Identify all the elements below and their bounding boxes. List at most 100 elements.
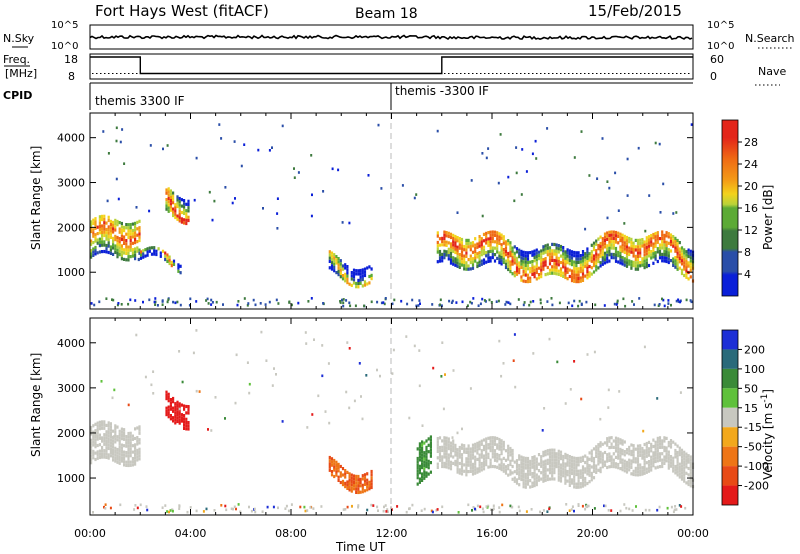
scatter-cell — [647, 447, 651, 451]
scatter-cell — [207, 428, 209, 431]
scatter-cell — [535, 264, 538, 268]
scatter-cell — [534, 139, 537, 143]
scatter-cell — [524, 485, 527, 489]
scatter-cell — [134, 452, 137, 457]
scatter-cell — [210, 303, 213, 306]
scatter-cell — [535, 261, 538, 265]
scatter-cell — [467, 470, 470, 474]
scatter-cell — [469, 453, 472, 457]
scatter-cell — [321, 374, 324, 378]
scatter-cell — [231, 201, 234, 205]
scatter-cell — [606, 231, 609, 235]
scatter-cell — [330, 473, 334, 477]
scatter-cell — [621, 448, 624, 453]
scatter-cell — [524, 466, 527, 470]
scatter-cell — [603, 261, 607, 265]
scatter-cell — [328, 259, 331, 263]
scatter-cell — [592, 260, 596, 264]
scatter-cell — [537, 478, 541, 482]
scatter-cell — [476, 448, 479, 452]
scatter-cell — [526, 280, 530, 284]
scatter-cell — [485, 459, 488, 463]
scatter-cell — [555, 253, 558, 257]
scatter-cell — [119, 140, 122, 144]
scatter-cell — [331, 167, 334, 171]
y-tick-label: 3000 — [57, 177, 85, 190]
scatter-cell — [612, 465, 615, 469]
scatter-cell — [658, 303, 661, 306]
scatter-cell — [463, 260, 466, 265]
scatter-cell — [115, 126, 118, 130]
scatter-cell — [526, 463, 530, 467]
scatter-cell — [408, 416, 411, 420]
scatter-cell — [559, 469, 563, 473]
scatter-cell — [641, 257, 644, 261]
scatter-cell — [98, 244, 101, 248]
scatter-cell — [465, 473, 468, 477]
scatter-cell — [573, 360, 576, 363]
scatter-cell — [436, 129, 439, 133]
scatter-cell — [493, 259, 497, 263]
scatter-cell — [676, 267, 679, 271]
scatter-cell — [103, 436, 106, 440]
scatter-cell — [642, 429, 645, 433]
scatter-cell — [557, 247, 560, 251]
scatter-cell — [641, 466, 644, 470]
scatter-cell — [458, 237, 461, 241]
scatter-cell — [667, 235, 670, 239]
scatter-cell — [348, 485, 351, 489]
scatter-cell — [533, 471, 536, 475]
scatter-cell — [118, 240, 121, 244]
scatter-cell — [359, 272, 362, 276]
scatter-cell — [195, 389, 198, 393]
scatter-cell — [526, 482, 530, 486]
scatter-cell — [363, 273, 367, 278]
scatter-cell — [661, 445, 664, 449]
scatter-cell — [167, 193, 170, 197]
scatter-cell — [500, 464, 503, 468]
scatter-cell — [639, 251, 642, 255]
scatter-cell — [144, 248, 147, 252]
scatter-cell — [542, 261, 545, 265]
scatter-cell — [136, 233, 139, 237]
scatter-cell — [669, 236, 673, 240]
scatter-cell — [533, 249, 536, 253]
scatter-cell — [636, 238, 640, 242]
scatter-cell — [436, 456, 439, 460]
scatter-cell — [553, 252, 556, 256]
scatter-cell — [94, 422, 97, 426]
scatter-cell — [639, 241, 642, 245]
scatter-cell — [555, 256, 558, 260]
scatter-cell — [498, 441, 501, 445]
scatter-cell — [439, 303, 441, 307]
scatter-cell — [498, 463, 501, 467]
scatter-cell — [123, 450, 126, 454]
scatter-cell — [564, 259, 567, 264]
scatter-cell — [659, 211, 662, 214]
scatter-cell — [465, 254, 468, 258]
scatter-cell — [94, 239, 97, 243]
scatter-cell — [166, 300, 169, 304]
scatter-cell — [610, 461, 613, 465]
scatter-cell — [562, 464, 565, 468]
scatter-cell — [529, 479, 532, 483]
scatter-cell — [463, 469, 466, 473]
scatter-cell — [127, 444, 130, 448]
scatter-cell — [234, 197, 236, 200]
scatter-cell — [222, 303, 224, 306]
scatter-cell — [478, 440, 481, 444]
scatter-cell — [114, 449, 117, 454]
scatter-cell — [678, 472, 681, 476]
scatter-cell — [498, 447, 501, 451]
scatter-cell — [454, 257, 457, 261]
scatter-cell — [685, 272, 688, 276]
scatter-cell — [456, 255, 459, 259]
scatter-cell — [643, 256, 646, 260]
scatter-cell — [114, 244, 117, 248]
scatter-cell — [368, 274, 371, 279]
scatter-cell — [456, 457, 459, 461]
scatter-cell — [512, 359, 515, 362]
scatter-cell — [445, 436, 448, 440]
scatter-cell — [474, 442, 477, 446]
scatter-cell — [647, 466, 651, 470]
